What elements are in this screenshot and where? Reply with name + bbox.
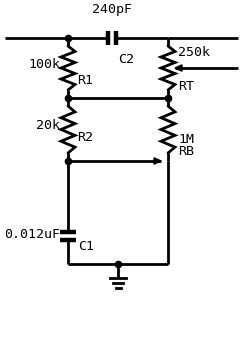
Text: R1: R1 — [77, 73, 93, 87]
Text: C1: C1 — [78, 240, 94, 252]
Text: R2: R2 — [77, 131, 93, 144]
Text: RT: RT — [178, 80, 194, 93]
Text: 100k: 100k — [28, 58, 60, 70]
Polygon shape — [175, 65, 182, 71]
Text: 240pF: 240pF — [92, 3, 132, 16]
Text: 0.012uF: 0.012uF — [4, 227, 60, 241]
Text: 20k: 20k — [36, 119, 60, 132]
Text: RB: RB — [178, 145, 194, 158]
Polygon shape — [154, 158, 161, 164]
Text: 1M: 1M — [178, 133, 194, 146]
Text: 250k: 250k — [178, 46, 210, 59]
Text: C2: C2 — [118, 53, 134, 66]
